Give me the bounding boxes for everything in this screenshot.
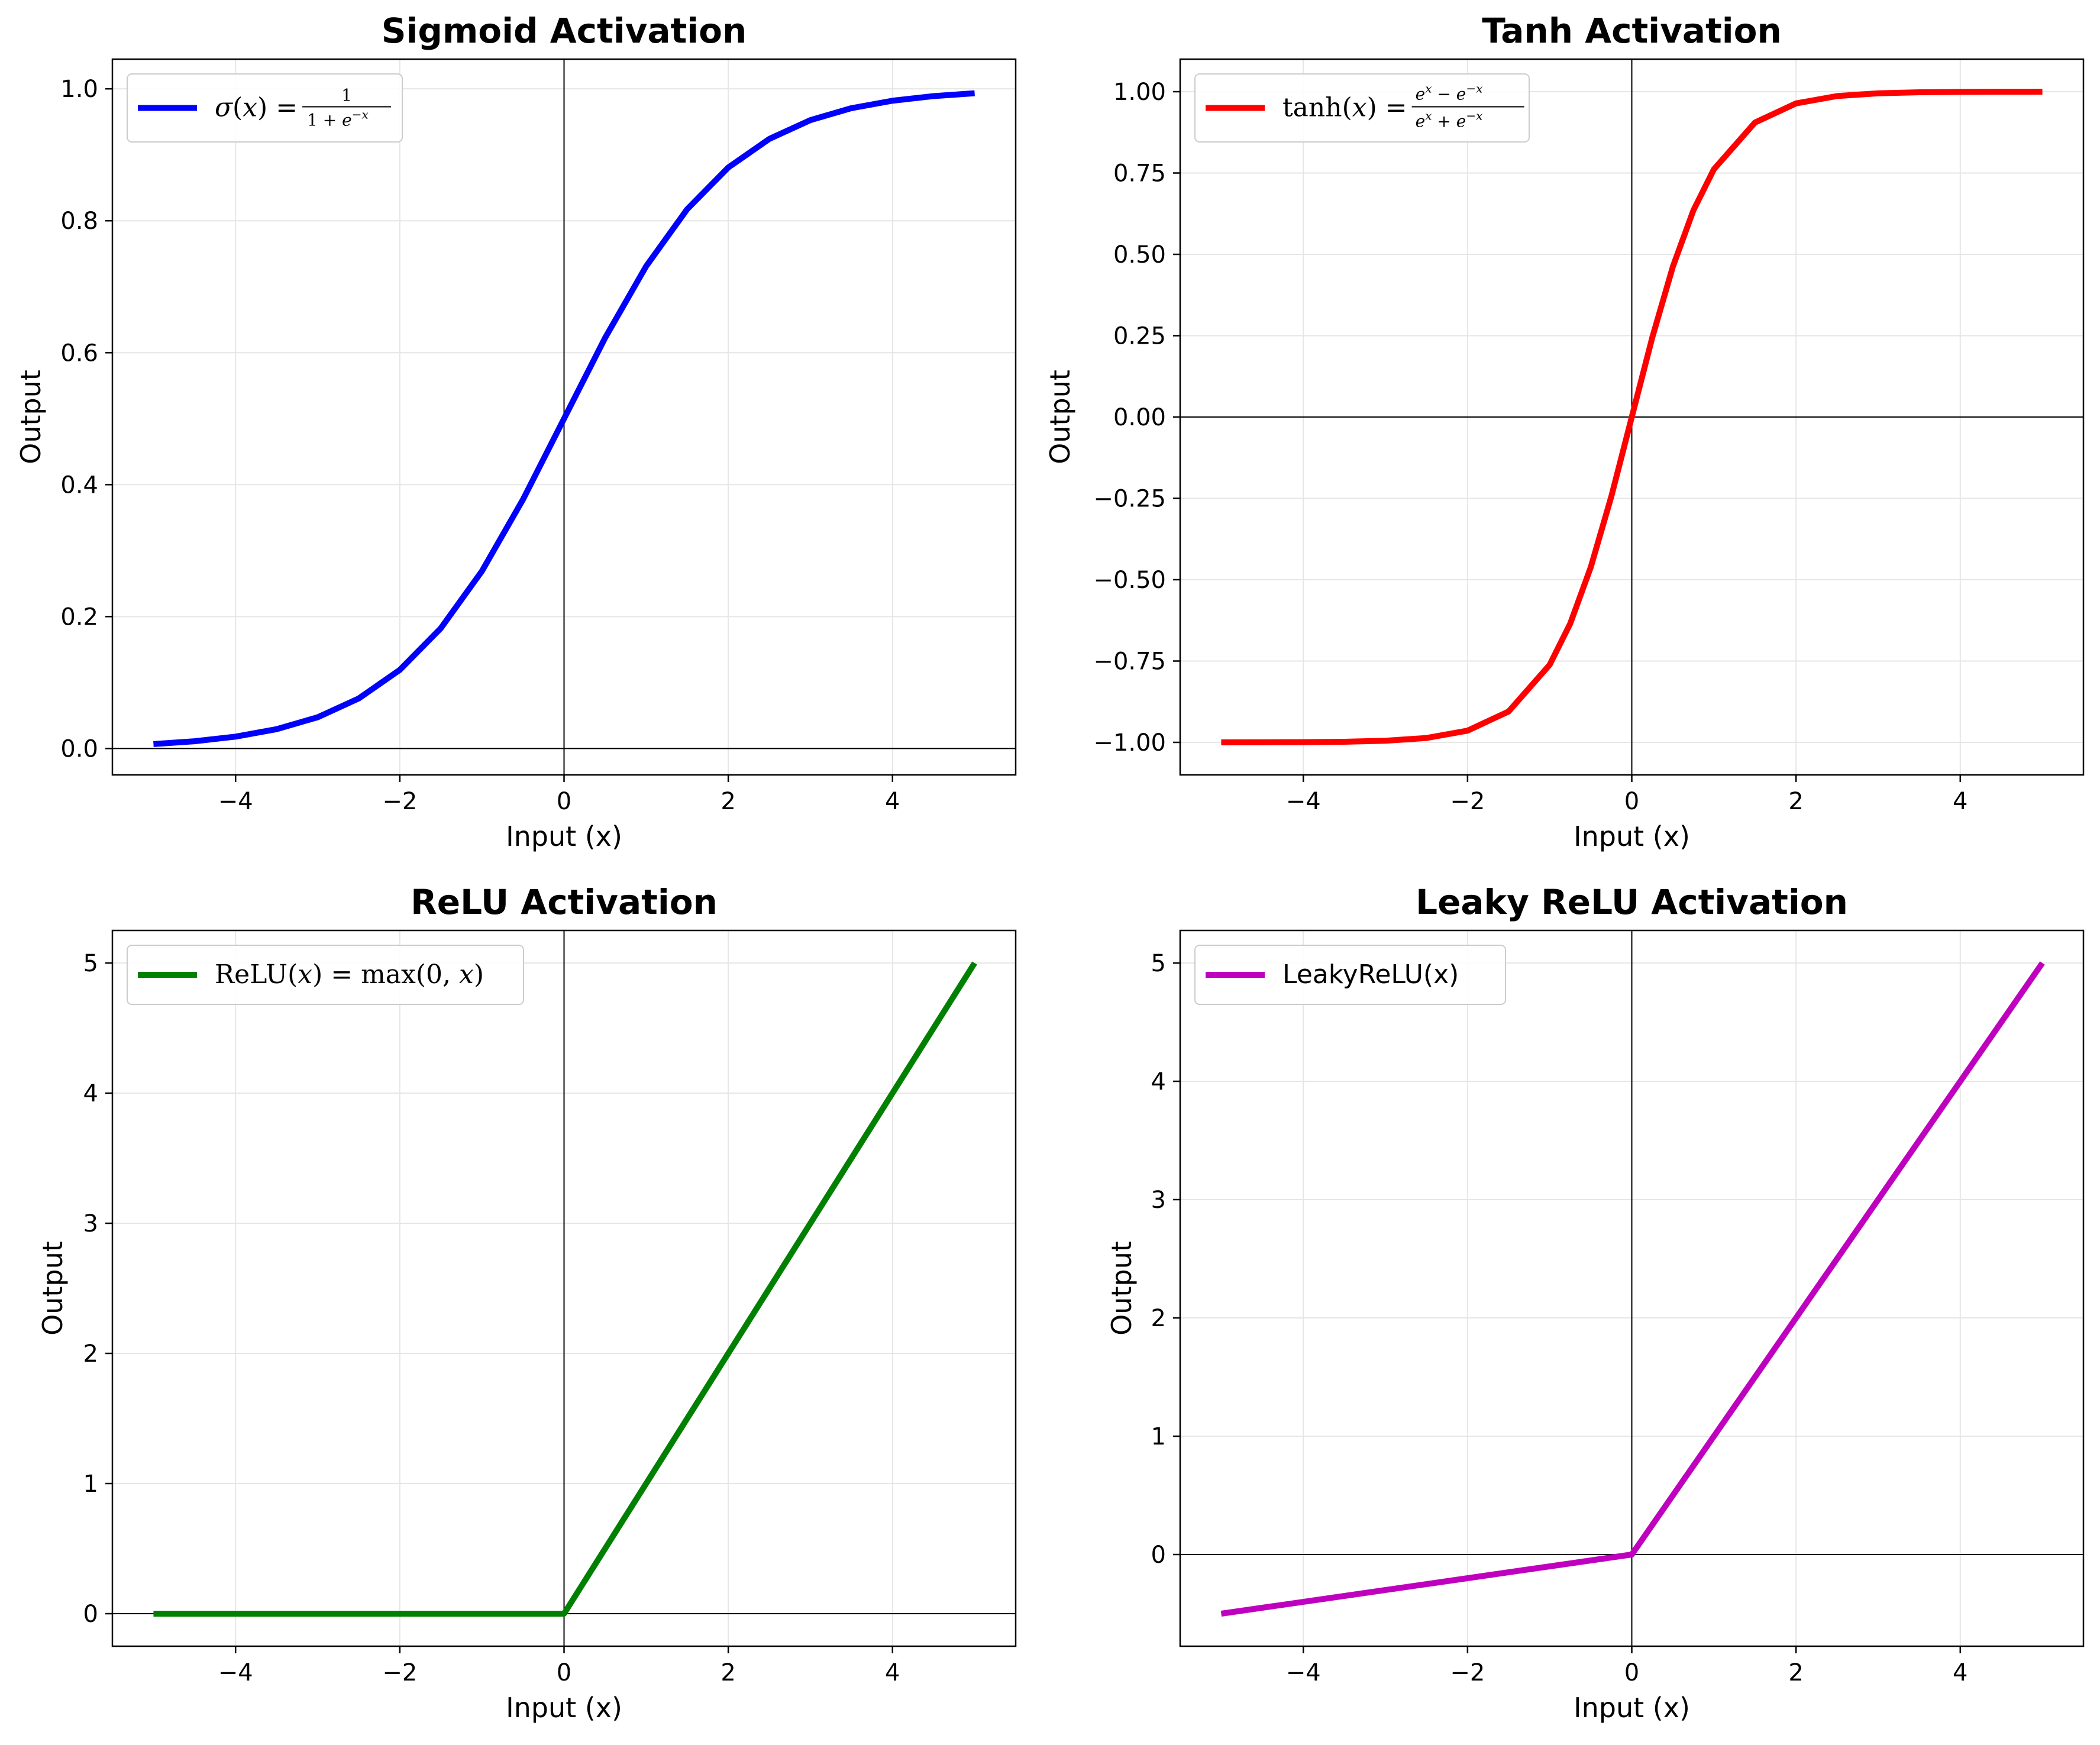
chart-title: Tanh Activation — [1482, 11, 1782, 51]
y-tick-label: 0.0 — [60, 735, 98, 762]
fraction-denominator: ex + e−x — [1416, 109, 1483, 131]
chart-tanh: −4 −2 0 2 4 −1.00 −0.75 −0.50 −0.25 0.00 0.25 0.50 0… — [1044, 11, 2085, 852]
x-axis-label: Input (x) — [506, 1692, 622, 1724]
chart-relu: −4 −2 0 2 4 0 1 2 3 4 5 ReLU Activation Input (x) Out… — [37, 882, 1017, 1724]
y-tick-label: −0.75 — [1093, 648, 1166, 676]
y-tick-label: −0.50 — [1093, 567, 1166, 594]
y-axis-label: Output — [15, 370, 47, 464]
chart-title: ReLU Activation — [411, 882, 718, 922]
y-tick-label: 0 — [1151, 1542, 1166, 1569]
x-tick-label: 0 — [1624, 1659, 1639, 1686]
legend-box — [1194, 945, 1506, 1005]
y-tick-label: 1 — [83, 1471, 98, 1498]
series-line-leaky-relu — [1220, 961, 2045, 1617]
series-line-sigmoid — [153, 90, 975, 747]
legend: LeakyReLU(x) — [1194, 945, 1506, 1005]
y-tick-label: 3 — [83, 1210, 98, 1237]
y-tick-label: 0 — [83, 1601, 98, 1628]
chart-title: Leaky ReLU Activation — [1416, 882, 1848, 922]
x-tick-label: 4 — [885, 1659, 900, 1686]
fraction-numerator: ex − e−x — [1416, 82, 1483, 104]
legend-label: tanh(x) = — [1282, 92, 1407, 122]
x-axis-label: Input (x) — [1574, 820, 1690, 852]
x-tick-label: −4 — [218, 1659, 253, 1686]
x-tick-label: −4 — [1286, 788, 1321, 815]
x-tick-label: 4 — [1953, 788, 1967, 815]
y-axis-label: Output — [37, 1241, 69, 1336]
x-tick-label: −2 — [1450, 1659, 1485, 1686]
y-tick-label: 4 — [1151, 1068, 1166, 1096]
y-tick-label: 0.50 — [1113, 241, 1166, 269]
y-tick-label: 0.00 — [1113, 404, 1166, 431]
x-tick-label: −2 — [382, 788, 417, 815]
y-tick-label: 2 — [1151, 1305, 1166, 1332]
legend-box — [127, 945, 524, 1005]
chart-leaky-relu: −4 −2 0 2 4 0 1 2 3 4 5 Leaky ReLU Activation Input … — [1106, 882, 2085, 1724]
y-tick-label: 0.75 — [1113, 160, 1166, 188]
x-tick-label: 4 — [885, 788, 900, 815]
y-tick-label: 0.6 — [60, 340, 98, 367]
y-tick-label: 1 — [1151, 1423, 1166, 1450]
y-tick-label: 4 — [83, 1080, 98, 1107]
x-tick-label: −2 — [382, 1659, 417, 1686]
y-tick-label: 2 — [83, 1340, 98, 1368]
chart-title: Sigmoid Activation — [382, 11, 747, 51]
fraction-numerator: 1 — [341, 86, 352, 105]
y-tick-label: 0.2 — [60, 603, 98, 631]
y-tick-label: 5 — [83, 950, 98, 977]
y-tick-label: −1.00 — [1093, 729, 1166, 757]
legend: tanh(x) = ex − e−x ex + e−x — [1194, 73, 1530, 143]
legend-label: LeakyReLU(x) — [1282, 959, 1459, 990]
y-tick-label: 0.25 — [1113, 323, 1166, 350]
legend-label: ReLU(x) = max(0, x) — [215, 959, 484, 990]
fraction-denominator: 1 + e−x — [307, 108, 369, 130]
y-tick-label: 1.0 — [60, 76, 98, 103]
chart-sigmoid: −4 −2 0 2 4 0.0 0.2 0.4 0.6 0.8 1.0 Sigmoid Activat… — [15, 11, 1017, 852]
legend: ReLU(x) = max(0, x) — [127, 945, 524, 1005]
series-line-tanh — [1221, 89, 2043, 745]
x-tick-label: 0 — [557, 788, 571, 815]
y-tick-label: 5 — [1151, 950, 1166, 977]
x-tick-label: 2 — [1788, 788, 1803, 815]
x-tick-label: 2 — [1788, 1659, 1803, 1686]
legend-fraction: ex − e−x ex + e−x — [1411, 82, 1524, 131]
y-axis-label: Output — [1106, 1241, 1138, 1336]
y-axis-label: Output — [1044, 370, 1076, 464]
x-tick-label: 4 — [1953, 1659, 1967, 1686]
x-tick-label: −4 — [218, 788, 253, 815]
x-axis-label: Input (x) — [506, 820, 622, 852]
y-tick-label: 3 — [1151, 1187, 1166, 1214]
x-tick-label: −2 — [1450, 788, 1485, 815]
x-tick-label: 0 — [1624, 788, 1639, 815]
series-line-relu — [153, 961, 977, 1617]
legend-fraction: 1 1 + e−x — [302, 86, 392, 130]
x-tick-label: 2 — [721, 788, 735, 815]
x-axis-label: Input (x) — [1574, 1692, 1690, 1724]
y-tick-label: −0.25 — [1093, 486, 1166, 513]
legend-label: σ(x) = — [215, 92, 298, 122]
y-tick-label: 0.4 — [60, 471, 98, 499]
x-tick-label: 0 — [557, 1659, 571, 1686]
x-tick-label: 2 — [721, 1659, 735, 1686]
y-tick-label: 0.8 — [60, 208, 98, 235]
legend: σ(x) = 1 1 + e−x — [127, 73, 403, 143]
legend-box — [127, 73, 403, 143]
y-tick-label: 1.00 — [1113, 79, 1166, 106]
legend-box — [1194, 73, 1530, 143]
x-tick-label: −4 — [1286, 1659, 1321, 1686]
